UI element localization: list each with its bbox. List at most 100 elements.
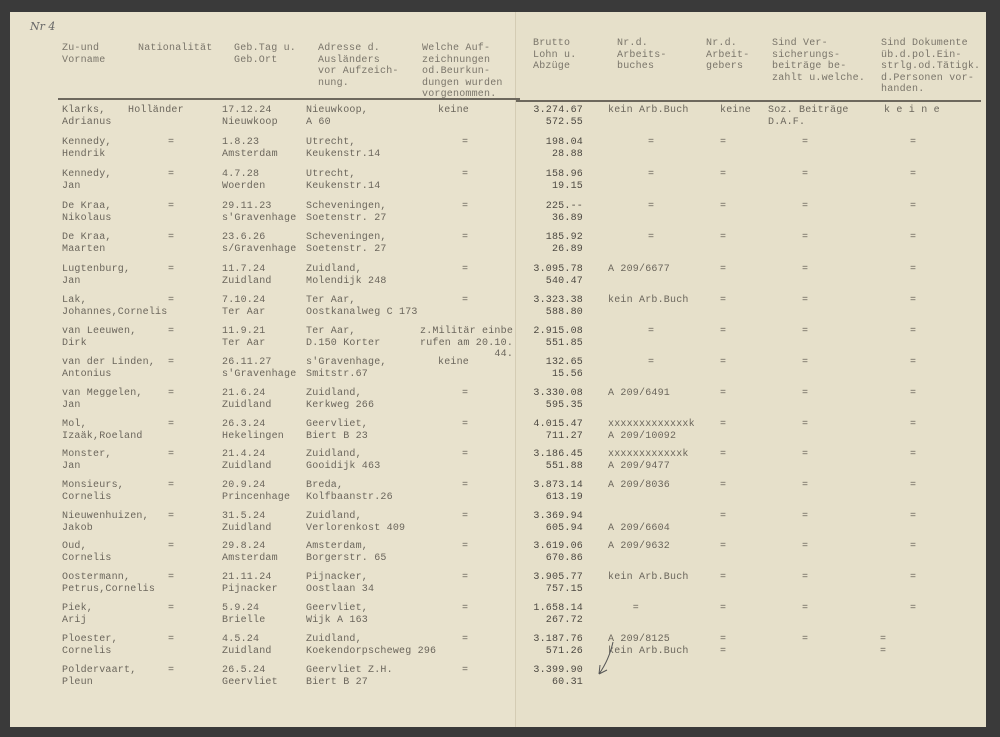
cell-address: Zuidland, Kerkweg 266	[306, 388, 375, 411]
header-workbook: Nr.d. Arbeits- buches	[617, 38, 667, 72]
cell-name: Lugtenburg, Jan	[62, 264, 131, 287]
header-address: Adresse d. Ausländers vor Aufzeich- nung…	[318, 43, 399, 89]
cell-employer: =	[720, 232, 727, 243]
cell-nationality: =	[168, 419, 175, 430]
header-birth: Geb.Tag u. Geb.Ort	[234, 43, 297, 66]
cell-records: z.Militär einbe rufen am 20.10. 44.	[420, 326, 514, 360]
cell-nationality: =	[168, 603, 175, 614]
cell-employer: =	[720, 295, 727, 306]
cell-insurance: =	[802, 480, 809, 491]
cell-gross: 3.905.77 757.15	[533, 572, 583, 595]
cell-nationality: =	[168, 326, 175, 337]
cell-workbook: =	[648, 232, 655, 243]
cell-nationality: =	[168, 388, 175, 399]
cell-name: Kennedy, Jan	[62, 169, 112, 192]
cell-workbook: kein Arb.Buch	[608, 295, 689, 306]
cell-nationality: =	[168, 357, 175, 368]
cell-address: Ter Aar, D.150 Korter	[306, 326, 381, 349]
cell-address: Pijnacker, Oostlaan 34	[306, 572, 375, 595]
cell-workbook: A 209/9632	[608, 541, 671, 552]
cell-gross: 3.095.78 540.47	[533, 264, 583, 287]
cell-employer: keine	[720, 105, 752, 116]
cell-birth: 23.6.26 s/Gravenhage	[222, 232, 297, 255]
cell-name: van der Linden, Antonius	[62, 357, 156, 380]
cell-insurance: =	[802, 634, 809, 645]
cell-name: De Kraa, Nikolaus	[62, 201, 112, 224]
cell-nationality: =	[168, 665, 175, 676]
cell-workbook: =	[648, 357, 655, 368]
cell-birth: 4.7.28 Woerden	[222, 169, 266, 192]
cell-documents: =	[910, 201, 917, 212]
cell-address: Nieuwkoop, A 60	[306, 105, 369, 128]
cell-workbook: kein Arb.Buch	[608, 572, 689, 583]
cell-name: Klarks, Adrianus	[62, 105, 112, 128]
cell-records: =	[462, 388, 469, 399]
cell-birth: 4.5.24 Zuidland	[222, 634, 272, 657]
cell-name: Poldervaart, Pleun	[62, 665, 137, 688]
cell-records: =	[462, 264, 469, 275]
cell-workbook: A 209/6604	[608, 522, 671, 534]
cell-birth: 21.6.24 Zuidland	[222, 388, 272, 411]
cell-documents: =	[910, 511, 917, 522]
cell-workbook: A 209/8125 kein Arb.Buch	[608, 634, 689, 657]
cell-records: =	[462, 541, 469, 552]
cell-name: Kennedy, Hendrik	[62, 137, 112, 160]
cell-employer: =	[720, 572, 727, 583]
cell-name: Mol, Izaäk,Roeland	[62, 419, 143, 442]
header-documents: Sind Dokumente üb.d.pol.Ein- strlg.od.Tä…	[881, 38, 981, 95]
cell-address: Scheveningen, Soetenstr. 27	[306, 201, 387, 224]
cell-employer: =	[720, 603, 727, 614]
cell-nationality: =	[168, 541, 175, 552]
margin-note: Nr 4	[30, 20, 56, 33]
cell-birth: 31.5.24 Zuidland	[222, 511, 272, 534]
cell-records: =	[462, 419, 469, 430]
cell-insurance: =	[802, 264, 809, 275]
cell-documents: =	[910, 357, 917, 368]
cell-gross: 3.873.14 613.19	[533, 480, 583, 503]
cell-name: Oostermann, Petrus,Cornelis	[62, 572, 156, 595]
left-sheet	[10, 12, 522, 727]
cell-documents: =	[910, 388, 917, 399]
cell-insurance: =	[802, 137, 809, 148]
cell-employer: =	[720, 326, 727, 337]
cell-birth: 29.11.23 s'Gravenhage	[222, 201, 297, 224]
header-records: Welche Auf- zeichnungen od.Beurkun- dung…	[422, 43, 503, 100]
cell-nationality: =	[168, 201, 175, 212]
cell-workbook: A 209/6677	[608, 264, 671, 275]
cell-employer: =	[720, 264, 727, 275]
cell-workbook: =	[648, 201, 655, 212]
cell-nationality: =	[168, 232, 175, 243]
cell-name: Oud, Cornelis	[62, 541, 112, 564]
cell-records: =	[462, 603, 469, 614]
cell-gross: 3.187.76 571.26	[533, 634, 583, 657]
cell-birth: 26.3.24 Hekelingen	[222, 419, 285, 442]
cell-documents: =	[910, 449, 917, 460]
cell-documents: =	[910, 264, 917, 275]
right-sheet	[516, 12, 986, 727]
cell-address: Zuidland, Molendijk 248	[306, 264, 387, 287]
cell-employer: = =	[720, 634, 727, 657]
cell-gross: 2.915.08 551.85	[533, 326, 583, 349]
cell-address: Amsterdam, Borgerstr. 65	[306, 541, 387, 564]
cell-employer: =	[720, 137, 727, 148]
cell-birth: 26.5.24 Geervliet	[222, 665, 278, 688]
cell-insurance: =	[802, 449, 809, 460]
cell-address: Geervliet, Biert B 23	[306, 419, 369, 442]
cell-name: van Meggelen, Jan	[62, 388, 143, 411]
handwritten-arrow-icon	[598, 641, 614, 675]
cell-employer: =	[720, 388, 727, 399]
cell-birth: 11.7.24 Zuidland	[222, 264, 272, 287]
cell-workbook: A 209/8036	[608, 480, 671, 491]
cell-workbook: xxxxxxxxxxxxk A 209/9477	[608, 449, 689, 472]
cell-gross: 3.399.90 60.31	[533, 665, 583, 688]
cell-nationality: =	[168, 634, 175, 645]
cell-name: Nieuwenhuizen, Jakob	[62, 511, 149, 534]
cell-gross: 3.619.06 670.86	[533, 541, 583, 564]
cell-employer: =	[720, 201, 727, 212]
cell-documents: = =	[880, 634, 887, 657]
cell-documents: k e i n e	[884, 105, 940, 116]
cell-birth: 29.8.24 Amsterdam	[222, 541, 278, 564]
cell-employer: =	[720, 511, 727, 522]
cell-workbook: =	[648, 137, 655, 148]
cell-address: s'Gravenhage, Smitstr.67	[306, 357, 387, 380]
